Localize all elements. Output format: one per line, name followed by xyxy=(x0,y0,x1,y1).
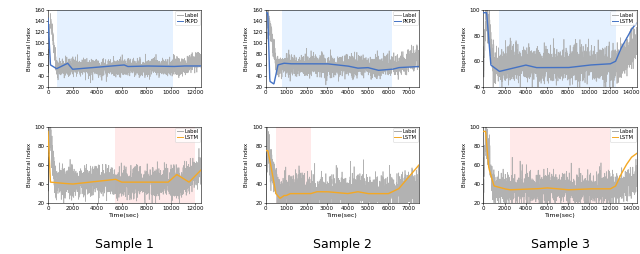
Legend: Label, LSTM: Label, LSTM xyxy=(611,128,636,142)
Y-axis label: Bispectral Index: Bispectral Index xyxy=(244,26,249,71)
X-axis label: Time(sec): Time(sec) xyxy=(109,213,140,218)
Bar xyxy=(510,126,611,203)
Bar xyxy=(276,126,310,203)
Y-axis label: Bispectral Index: Bispectral Index xyxy=(244,143,249,187)
Bar xyxy=(115,126,195,203)
Y-axis label: Bispectral Index: Bispectral Index xyxy=(26,143,31,187)
Text: Sample 3: Sample 3 xyxy=(531,239,589,251)
Legend: Label, PKPD: Label, PKPD xyxy=(175,11,200,25)
Text: Sample 2: Sample 2 xyxy=(313,239,372,251)
Legend: Label, LSTM: Label, LSTM xyxy=(393,128,418,142)
X-axis label: Time(sec): Time(sec) xyxy=(545,213,575,218)
Y-axis label: Bispectral Index: Bispectral Index xyxy=(462,26,467,71)
Y-axis label: Bispectral Index: Bispectral Index xyxy=(26,26,31,71)
Legend: Label, LSTM: Label, LSTM xyxy=(611,11,636,25)
Legend: Label, LSTM: Label, LSTM xyxy=(175,128,200,142)
Legend: Label, PKPD: Label, PKPD xyxy=(393,11,418,25)
Y-axis label: Bispectral Index: Bispectral Index xyxy=(462,143,467,187)
Text: Sample 1: Sample 1 xyxy=(95,239,154,251)
Bar xyxy=(282,10,392,87)
Bar xyxy=(499,10,616,87)
X-axis label: Time(sec): Time(sec) xyxy=(327,213,358,218)
Bar xyxy=(56,10,173,87)
